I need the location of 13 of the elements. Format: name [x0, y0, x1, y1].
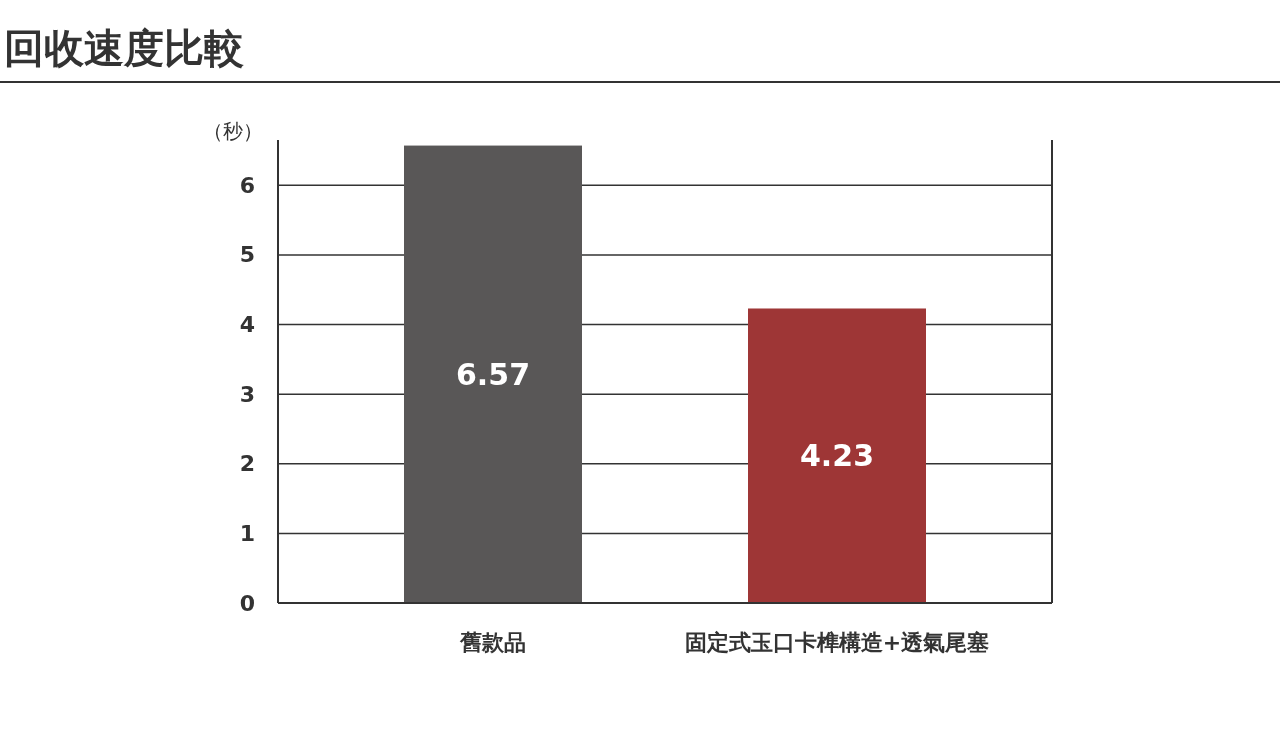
y-tick-label: 5: [239, 242, 255, 268]
y-tick-label: 4: [239, 312, 255, 337]
y-tick-label: 0: [239, 590, 255, 616]
chart-title: 回收速度比較: [4, 25, 244, 71]
data-label: 6.57: [455, 356, 531, 392]
y-tick-label: 6: [239, 172, 255, 198]
x-tick-label: 固定式玉口卡榫構造+透氣尾塞: [684, 629, 990, 655]
y-tick-label: 1: [239, 520, 255, 546]
data-label: 4.23: [799, 438, 875, 474]
y-tick-label: 2: [239, 451, 255, 477]
y-tick-label: 3: [239, 381, 255, 407]
y-axis-title: （秒）: [203, 119, 263, 143]
x-tick-label: 舊款品: [459, 629, 526, 655]
